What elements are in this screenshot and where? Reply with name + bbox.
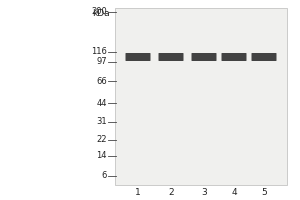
Text: 5: 5	[261, 188, 267, 197]
Text: 116: 116	[91, 47, 107, 56]
Text: 97: 97	[96, 58, 107, 66]
Text: 1: 1	[135, 188, 141, 197]
Text: 2: 2	[168, 188, 174, 197]
Bar	[115, 8, 287, 185]
FancyBboxPatch shape	[221, 53, 247, 61]
Text: kDa: kDa	[92, 9, 110, 18]
Text: 31: 31	[96, 117, 107, 127]
FancyBboxPatch shape	[251, 53, 277, 61]
Text: 200: 200	[91, 7, 107, 17]
FancyBboxPatch shape	[158, 53, 184, 61]
Text: 44: 44	[97, 98, 107, 108]
Text: 3: 3	[201, 188, 207, 197]
Text: 66: 66	[96, 76, 107, 86]
FancyBboxPatch shape	[191, 53, 217, 61]
Text: 14: 14	[97, 152, 107, 160]
FancyBboxPatch shape	[125, 53, 151, 61]
Text: 22: 22	[97, 136, 107, 144]
Text: 4: 4	[231, 188, 237, 197]
Text: 6: 6	[102, 171, 107, 180]
